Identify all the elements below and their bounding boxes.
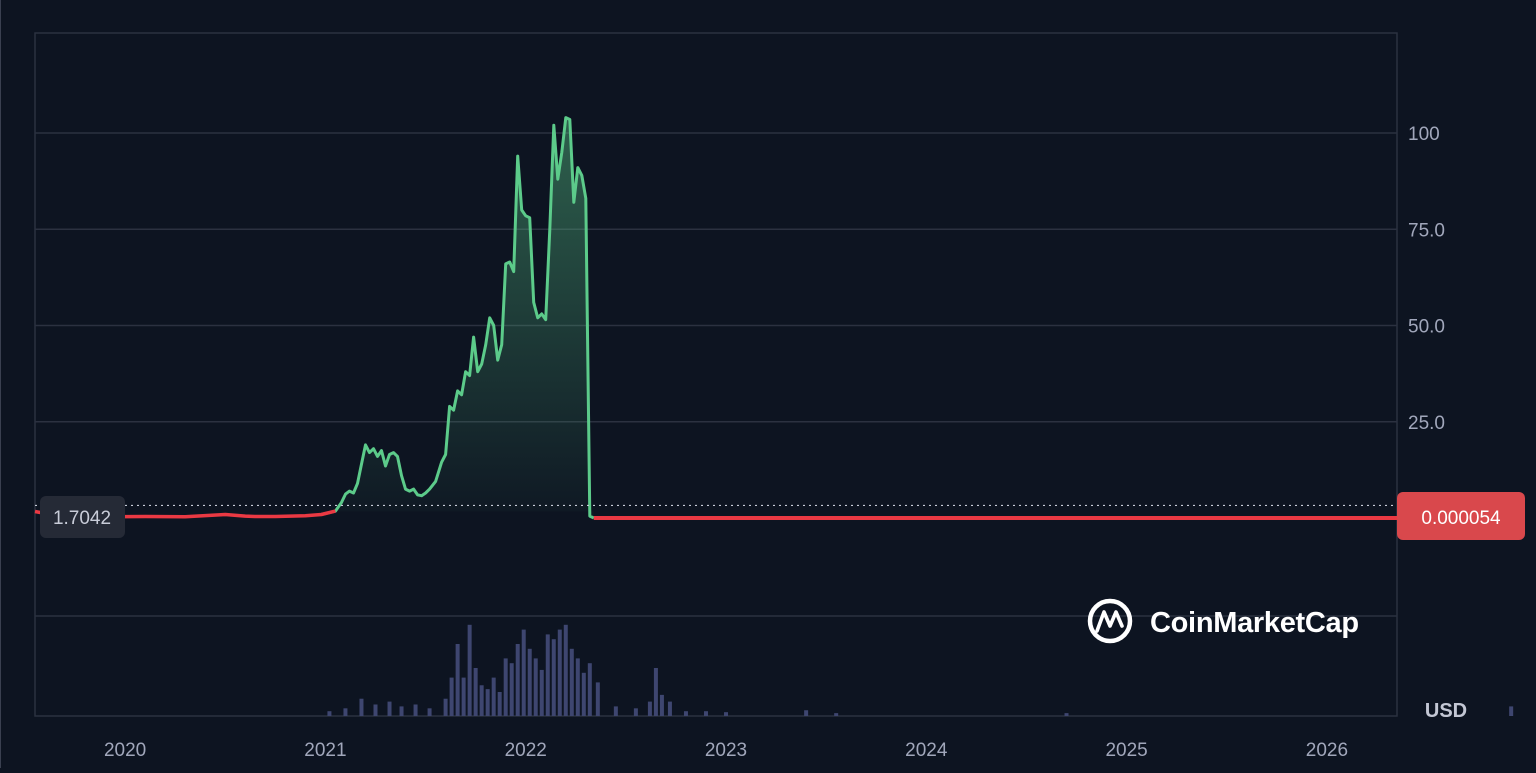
y-tick-label: 100 <box>1408 124 1440 145</box>
volume-bar <box>683 711 688 716</box>
volume-bar <box>569 648 574 716</box>
volume-bar <box>1064 713 1069 716</box>
volume-bar <box>343 708 348 716</box>
volume-bar <box>399 706 404 716</box>
price-area-fill <box>321 117 594 518</box>
grid-lines <box>35 132 1397 617</box>
volume-bar <box>653 668 658 716</box>
volume-bar <box>575 658 580 716</box>
volume-bar <box>427 708 432 716</box>
volume-bar <box>539 669 544 716</box>
volume-bar <box>479 685 484 716</box>
current-price-badge: 0.000054 <box>1397 492 1525 540</box>
volume-bar <box>449 677 454 716</box>
coinmarketcap-logo-icon <box>1087 598 1133 644</box>
volume-bar <box>724 712 729 716</box>
volume-bar <box>373 704 378 716</box>
current-price-value: 0.000054 <box>1421 508 1501 529</box>
volume-bar <box>387 701 392 716</box>
reference-price-badge: 1.7042 <box>40 496 125 538</box>
volume-bar <box>581 672 586 716</box>
price-line-up <box>321 116 595 520</box>
reference-price-badge-bg <box>40 496 125 538</box>
x-axis-ticks: 2020 2021 2022 2023 2024 2025 2026 <box>104 740 1348 761</box>
y-tick-label: 50.0 <box>1408 317 1445 338</box>
x-tick-label: 2020 <box>104 740 146 761</box>
volume-bar <box>443 698 448 716</box>
volume-bar <box>563 624 568 716</box>
volume-bar <box>659 694 664 716</box>
volume-bar <box>461 677 466 716</box>
volume-bar <box>595 682 600 716</box>
x-tick-label: 2022 <box>505 740 547 761</box>
plot-frame <box>34 32 1398 717</box>
volume-bar <box>804 710 809 716</box>
volume-bar <box>667 701 672 716</box>
coinmarketcap-logo-text: CoinMarketCap <box>1150 607 1359 639</box>
volume-bar <box>491 677 496 716</box>
volume-bar <box>467 624 472 716</box>
volume-bar <box>613 706 618 716</box>
x-tick-label: 2025 <box>1105 740 1147 761</box>
volume-bar <box>703 711 708 716</box>
currency-label: USD <box>1425 700 1467 722</box>
volume-bar <box>327 711 332 716</box>
volume-bar <box>533 658 538 716</box>
volume-bar <box>633 708 638 716</box>
volume-bar <box>834 713 839 716</box>
volume-bar <box>545 634 550 716</box>
volume-bar <box>647 701 652 716</box>
volume-bar <box>515 644 520 716</box>
volume-bar <box>521 629 526 716</box>
volume-bar <box>413 704 418 716</box>
volume-bar <box>587 663 592 716</box>
x-tick-label: 2026 <box>1306 740 1348 761</box>
current-price-badge-bg <box>1397 492 1525 540</box>
x-tick-label: 2024 <box>905 740 948 761</box>
reference-price-value: 1.7042 <box>53 508 111 529</box>
y-tick-label: 75.0 <box>1408 220 1445 241</box>
volume-bar <box>557 629 562 716</box>
price-series <box>34 116 1397 520</box>
volume-bar <box>503 658 508 716</box>
volume-bar <box>359 698 364 716</box>
x-tick-label: 2023 <box>705 740 747 761</box>
volume-bar <box>497 692 502 716</box>
volume-bar <box>485 689 490 716</box>
y-tick-label: 25.0 <box>1408 413 1445 434</box>
volume-bar <box>1509 706 1514 716</box>
volume-bar <box>509 663 514 716</box>
coinmarketcap-watermark: CoinMarketCap <box>1087 598 1359 644</box>
volume-bars <box>327 624 1514 716</box>
y-axis-ticks: 25.0 50.0 75.0 100 <box>1408 124 1445 434</box>
x-tick-label: 2021 <box>304 740 346 761</box>
volume-bar <box>551 639 556 716</box>
volume-bar <box>455 644 460 716</box>
volume-bar <box>527 648 532 716</box>
volume-bar <box>473 668 478 716</box>
